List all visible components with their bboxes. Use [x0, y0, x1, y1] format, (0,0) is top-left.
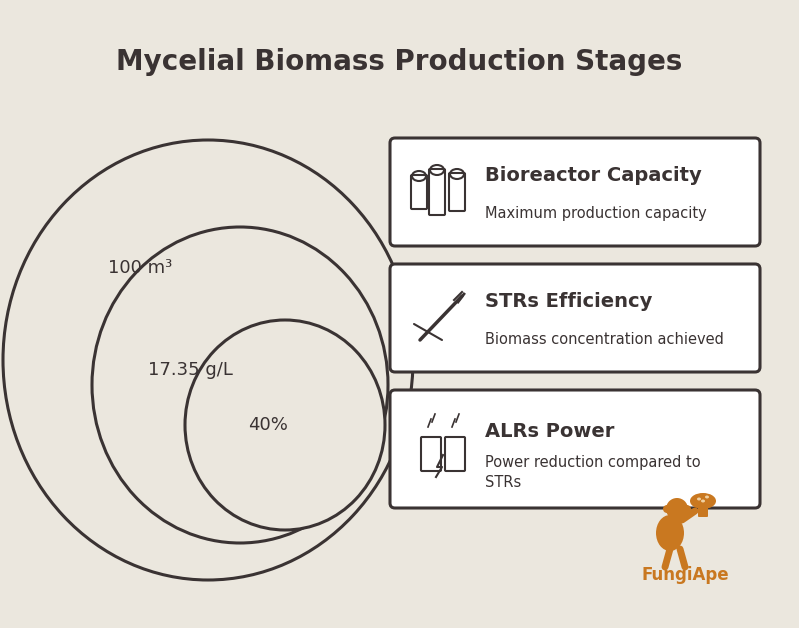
- Text: ALRs Power: ALRs Power: [485, 422, 614, 441]
- Ellipse shape: [683, 505, 691, 513]
- Ellipse shape: [92, 227, 388, 543]
- Ellipse shape: [185, 320, 385, 530]
- Text: Bioreactor Capacity: Bioreactor Capacity: [485, 166, 702, 185]
- FancyBboxPatch shape: [698, 503, 708, 517]
- Text: STRs Efficiency: STRs Efficiency: [485, 292, 652, 311]
- Ellipse shape: [705, 495, 709, 499]
- Text: FungiApe: FungiApe: [641, 566, 729, 584]
- Text: Biomass concentration achieved: Biomass concentration achieved: [485, 332, 724, 347]
- Text: 40%: 40%: [248, 416, 288, 434]
- Ellipse shape: [663, 505, 671, 513]
- Ellipse shape: [666, 498, 688, 520]
- Text: 100 m³: 100 m³: [108, 259, 173, 277]
- FancyBboxPatch shape: [390, 138, 760, 246]
- Text: Maximum production capacity: Maximum production capacity: [485, 206, 707, 221]
- Text: Power reduction compared to
STRs: Power reduction compared to STRs: [485, 455, 701, 490]
- Ellipse shape: [656, 515, 684, 551]
- FancyBboxPatch shape: [390, 264, 760, 372]
- Ellipse shape: [701, 499, 705, 502]
- Ellipse shape: [3, 140, 413, 580]
- Text: 17.35 g/L: 17.35 g/L: [148, 361, 233, 379]
- Ellipse shape: [697, 497, 701, 501]
- Ellipse shape: [690, 493, 716, 509]
- FancyBboxPatch shape: [390, 390, 760, 508]
- Text: Mycelial Biomass Production Stages: Mycelial Biomass Production Stages: [117, 48, 682, 76]
